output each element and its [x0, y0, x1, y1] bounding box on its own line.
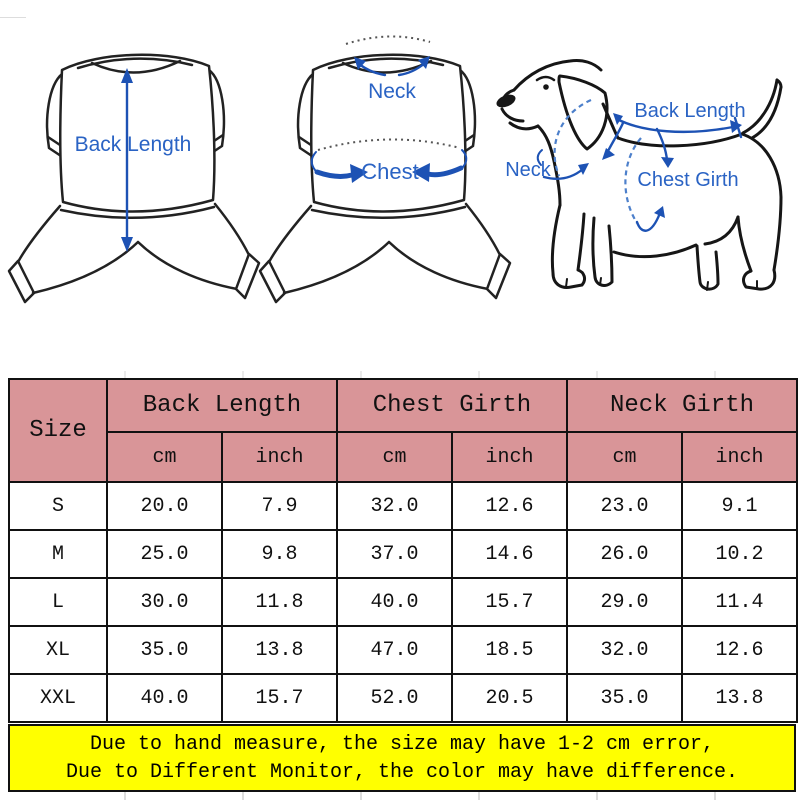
table-row-xl: XL 35.0 13.8 47.0 18.5 32.0 12.6 [8, 625, 798, 675]
table-cell: 9.8 [221, 529, 338, 579]
dog-outline [496, 59, 783, 291]
chest-label: Chest [361, 159, 418, 184]
table-cell: 20.5 [451, 673, 568, 723]
back-length-label: Back Length [634, 100, 745, 122]
table-cell: 32.0 [336, 481, 453, 531]
disclaimer-line-2: Due to Different Monitor, the color may … [65, 760, 739, 784]
table-cell: 30.0 [106, 577, 223, 627]
neck-dotted-line [345, 35, 431, 45]
neck-arrows [354, 56, 430, 77]
figure-jumpsuit-front-view: Neck Chest [258, 35, 512, 304]
back-length-group-header: Back Length [106, 378, 338, 433]
neck-girth-group-header: Neck Girth [566, 378, 798, 433]
neck-dashed-line [553, 98, 592, 177]
chest-dotted-line [317, 138, 461, 151]
size-label: XXL [8, 673, 108, 723]
table-row-l: L 30.0 11.8 40.0 15.7 29.0 11.4 [8, 577, 798, 627]
table-cell: 12.6 [681, 625, 798, 675]
table-cell: 29.0 [566, 577, 683, 627]
gridline-remnant [8, 792, 796, 800]
dog-eye [543, 84, 549, 90]
neck-arrow [536, 149, 589, 180]
table-cell: 35.0 [566, 673, 683, 723]
table-row-m: M 25.0 9.8 37.0 14.6 26.0 10.2 [8, 529, 798, 579]
back-length-label: Back Length [75, 133, 192, 156]
chest-girth-group-header: Chest Girth [336, 378, 568, 433]
table-cell: 23.0 [566, 481, 683, 531]
table-cell: 15.7 [451, 577, 568, 627]
table-cell: 37.0 [336, 529, 453, 579]
figure-jumpsuit-back-view: Back Length [7, 53, 261, 304]
table-row-xxl: XXL 40.0 15.7 52.0 20.5 35.0 13.8 [8, 673, 798, 723]
neck-label: Neck [505, 159, 552, 181]
table-cell: 14.6 [451, 529, 568, 579]
unit-header: inch [681, 431, 798, 483]
gridline-remnant [0, 17, 26, 18]
table-cell: 40.0 [336, 577, 453, 627]
header-row-units: cm inch cm inch cm inch [9, 431, 798, 483]
table-cell: 26.0 [566, 529, 683, 579]
table-cell: 9.1 [681, 481, 798, 531]
unit-header: cm [566, 431, 683, 483]
size-column-header: Size [8, 378, 108, 483]
table-cell: 18.5 [451, 625, 568, 675]
figure-dog-side-view: Back Length Neck Chest Girth [496, 59, 783, 291]
table-cell: 13.8 [681, 673, 798, 723]
unit-header: cm [336, 431, 453, 483]
unit-header: inch [221, 431, 338, 483]
table-cell: 35.0 [106, 625, 223, 675]
table-cell: 7.9 [221, 481, 338, 531]
table-cell: 11.4 [681, 577, 798, 627]
table-cell: 52.0 [336, 673, 453, 723]
dog-nose [496, 94, 516, 108]
measurement-figures: Back Length Neck Chest [7, 35, 783, 304]
table-cell: 25.0 [106, 529, 223, 579]
disclaimer-line-1: Due to hand measure, the size may have 1… [89, 732, 715, 756]
chest-arrows [310, 149, 468, 183]
table-cell: 20.0 [106, 481, 223, 531]
table-cell: 15.7 [221, 673, 338, 723]
table-cell: 13.8 [221, 625, 338, 675]
size-label: L [8, 577, 108, 627]
back-length-arrow [121, 68, 133, 252]
size-label: M [8, 529, 108, 579]
chest-dashed-line [624, 137, 642, 224]
table-cell: 32.0 [566, 625, 683, 675]
size-label: XL [8, 625, 108, 675]
table-cell: 12.6 [451, 481, 568, 531]
table-row-s: S 20.0 7.9 32.0 12.6 23.0 9.1 [8, 481, 798, 531]
table-cell: 10.2 [681, 529, 798, 579]
chest-girth-arrow [635, 206, 665, 232]
table-cell: 40.0 [106, 673, 223, 723]
size-label: S [8, 481, 108, 531]
measurement-disclaimer: Due to hand measure, the size may have 1… [8, 724, 796, 792]
table-cell: 11.8 [221, 577, 338, 627]
size-table: Size Back Length Chest Girth Neck Girth … [8, 378, 798, 723]
unit-header: cm [106, 431, 223, 483]
chest-girth-label: Chest Girth [637, 169, 738, 191]
back-length-arrow [602, 113, 743, 168]
table-cell: 47.0 [336, 625, 453, 675]
header-row-groups: Size Back Length Chest Girth Neck Girth [8, 378, 798, 483]
gridline-remnant [8, 371, 796, 378]
unit-header: inch [451, 431, 568, 483]
neck-label: Neck [368, 80, 416, 103]
